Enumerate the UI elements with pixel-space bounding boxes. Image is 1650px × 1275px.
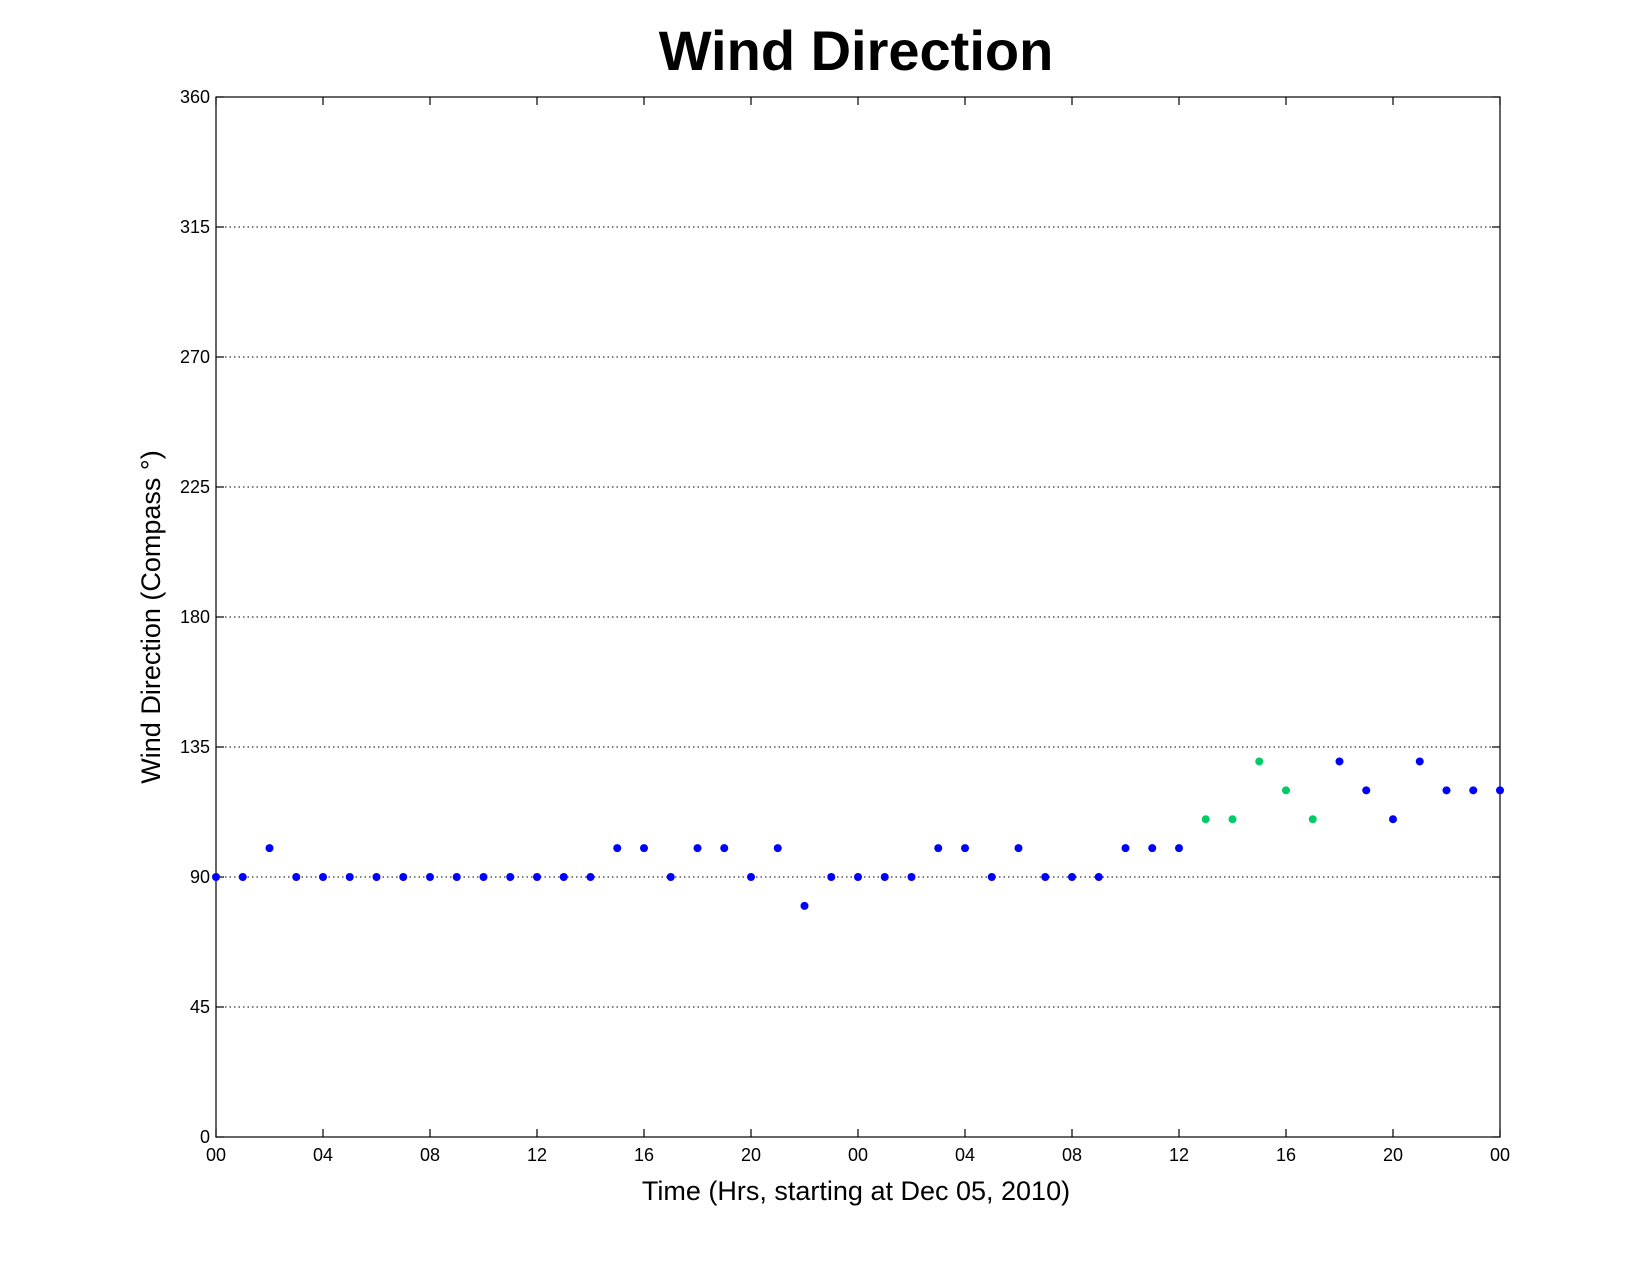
x-axis-tick-labels: 00 04 08 12 16 20 00 04 08 12 16 20 00 <box>206 1145 1510 1165</box>
data-point <box>773 844 782 853</box>
data-point <box>586 873 595 881</box>
data-point <box>426 873 434 881</box>
data-point <box>1442 786 1451 795</box>
data-point <box>1228 815 1237 824</box>
data-point <box>1148 844 1157 853</box>
data-point <box>987 873 996 881</box>
x-tick-label: 08 <box>1062 1145 1082 1165</box>
data-point <box>506 873 515 881</box>
data-point <box>1308 815 1317 824</box>
data-point <box>720 844 729 853</box>
data-point <box>1094 873 1103 881</box>
x-tick-label: 08 <box>420 1145 440 1165</box>
data-point <box>666 873 675 881</box>
y-tick-label: 225 <box>180 477 210 497</box>
x-tick-label: 12 <box>1169 1145 1189 1165</box>
data-point <box>212 873 220 881</box>
x-tick-label: 20 <box>1383 1145 1403 1165</box>
data-point <box>1469 786 1478 795</box>
axis-ticks <box>215 96 1501 1138</box>
data-point <box>265 844 274 853</box>
data-point <box>854 873 862 881</box>
data-point <box>640 844 648 853</box>
y-tick-label: 360 <box>180 87 210 107</box>
data-point <box>372 873 381 881</box>
data-point <box>1362 786 1371 795</box>
data-point <box>1121 844 1130 853</box>
data-point <box>1335 757 1344 766</box>
x-tick-label: 20 <box>741 1145 761 1165</box>
data-point <box>452 873 461 881</box>
data-point <box>533 873 541 881</box>
data-point <box>961 844 969 853</box>
data-point <box>747 873 755 881</box>
x-tick-label: 16 <box>1276 1145 1296 1165</box>
y-axis-tick-labels: 0 45 90 135 180 225 270 315 360 <box>180 87 210 1147</box>
data-point <box>1175 844 1183 853</box>
data-point <box>399 873 408 881</box>
data-point <box>880 873 889 881</box>
data-point <box>613 844 622 853</box>
x-tick-label: 00 <box>848 1145 868 1165</box>
x-tick-label: 04 <box>955 1145 975 1165</box>
y-tick-label: 315 <box>180 217 210 237</box>
y-tick-label: 90 <box>190 867 210 887</box>
data-point <box>319 873 327 881</box>
y-axis-label: Wind Direction (Compass °) <box>136 450 166 783</box>
data-point <box>1496 786 1504 795</box>
grid <box>216 226 1500 1008</box>
x-tick-label: 04 <box>313 1145 333 1165</box>
x-tick-label: 00 <box>206 1145 226 1165</box>
x-tick-label: 16 <box>634 1145 654 1165</box>
x-tick-label: 00 <box>1490 1145 1510 1165</box>
data-point <box>292 873 301 881</box>
data-point <box>1041 873 1050 881</box>
y-tick-label: 270 <box>180 347 210 367</box>
data-point <box>1014 844 1023 853</box>
data-point <box>1068 873 1076 881</box>
data-point <box>827 873 836 881</box>
data-point <box>1282 786 1290 795</box>
y-tick-label: 45 <box>190 997 210 1017</box>
x-axis-label: Time (Hrs, starting at Dec 05, 2010) <box>642 1176 1070 1206</box>
data-point <box>238 873 247 881</box>
data-points <box>212 757 1504 910</box>
data-point <box>934 844 943 853</box>
data-point <box>1389 815 1397 824</box>
data-point <box>479 873 488 881</box>
data-point <box>1255 757 1264 766</box>
data-point <box>1201 815 1210 824</box>
data-point <box>693 844 702 853</box>
x-tick-label: 12 <box>527 1145 547 1165</box>
y-tick-label: 180 <box>180 607 210 627</box>
chart-title: Wind Direction <box>659 19 1054 82</box>
data-point <box>559 873 568 881</box>
y-tick-label: 135 <box>180 737 210 757</box>
data-point <box>1415 757 1424 766</box>
y-tick-label: 0 <box>200 1127 210 1147</box>
data-point <box>907 873 916 881</box>
data-point <box>345 873 354 881</box>
data-point <box>800 901 809 910</box>
plot-area-frame <box>215 96 1501 1138</box>
